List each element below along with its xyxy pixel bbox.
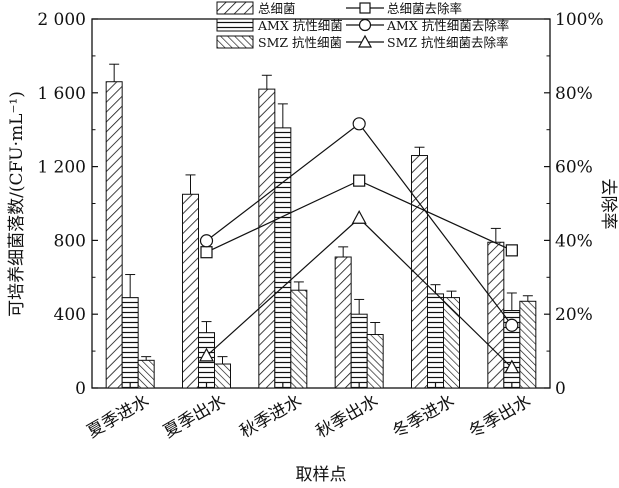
x-tick-3: 秋季出水 (313, 391, 382, 442)
y-axis-label-left: 可培养细菌落数/(CFU·mL⁻¹) (7, 91, 27, 317)
x-tick-2: 秋季进水 (236, 391, 305, 442)
error-bar-s2-c0 (141, 356, 152, 361)
error-bar-s2-c5 (522, 295, 533, 302)
bar-s1-c4 (427, 293, 444, 389)
marker-triangle-0 (198, 347, 215, 362)
y-tick-left-5: 2 000 (37, 10, 86, 30)
bars-layer (105, 63, 537, 389)
legend-swatch-total (216, 1, 254, 15)
y-tick-right-3: 60% (555, 158, 593, 178)
y-tick-left-2: 800 (54, 231, 86, 251)
error-bar-s1-c1 (201, 321, 212, 333)
marker-circle-0 (199, 234, 214, 248)
marker-circle-1 (352, 117, 366, 131)
marker-circle-2 (505, 318, 519, 332)
error-bar-s1-c2 (277, 103, 288, 128)
bar-s2-c5 (519, 300, 537, 389)
bar-s1-c0 (121, 297, 139, 389)
legend-marker-square (359, 2, 371, 14)
x-axis-label: 取样点 (296, 465, 347, 485)
y-tick-right-5: 100% (555, 10, 604, 30)
y-axis-label-right: 去除率 (598, 179, 618, 230)
y-tick-left-1: 400 (54, 305, 86, 325)
legend-label-total: 总细菌 (258, 1, 296, 16)
marker-triangle-1 (351, 210, 367, 224)
y-tick-right-2: 40% (555, 231, 593, 251)
bar-s2-c3 (366, 333, 384, 389)
marker-square-2 (505, 244, 518, 257)
bar-s0-c5 (487, 241, 505, 389)
x-tick-5: 冬季出水 (465, 391, 534, 442)
error-bar-s2-c2 (293, 281, 304, 291)
error-bar-s0-c0 (109, 63, 120, 82)
bar-s2-c4 (443, 297, 460, 389)
x-tick-0: 夏季进水 (84, 391, 153, 442)
bar-s2-c0 (137, 359, 155, 389)
error-bar-s0-c2 (261, 74, 272, 90)
error-bar-s0-c5 (490, 227, 501, 243)
marker-square-0 (200, 246, 213, 259)
lines-layer (198, 117, 520, 374)
bar-s2-c2 (290, 289, 308, 389)
error-bar-s0-c1 (185, 174, 196, 195)
legend-label-amx-removal: AMX 抗性细菌去除率 (386, 18, 509, 33)
error-bar-s0-c4 (414, 146, 425, 156)
legend-marker-circle (358, 18, 372, 32)
legend-label-amx: AMX 抗性细菌 (257, 18, 343, 33)
y-tick-right-0: 0 (555, 379, 566, 399)
bar-s0-c1 (182, 193, 199, 389)
y-tick-left-4: 1 600 (37, 84, 86, 104)
error-bar-s2-c1 (217, 356, 228, 365)
error-bar-s1-c3 (354, 298, 365, 315)
error-bar-s2-c4 (446, 290, 457, 298)
plot-frame (91, 18, 551, 389)
legend: 总细菌 AMX 抗性细菌 SMZ 抗性细菌 总细菌去除率 AMX 抗性细菌去除率… (216, 1, 509, 50)
bar-s1-c3 (350, 313, 368, 389)
y-tick-right-1: 20% (555, 305, 593, 325)
bar-s0-c3 (334, 256, 352, 389)
bar-s2-c1 (214, 363, 231, 389)
error-bar-s1-c5 (506, 292, 517, 311)
line-circle (206, 122, 513, 326)
bar-s0-c2 (258, 88, 276, 389)
legend-swatch-smz (216, 35, 254, 49)
y-tick-right-4: 80% (555, 84, 593, 104)
bar-s1-c2 (274, 127, 292, 389)
legend-marker-triangle (357, 34, 373, 48)
error-bar-s2-c3 (370, 322, 381, 335)
error-bar-s1-c0 (125, 274, 136, 298)
x-tick-4: 冬季进水 (389, 391, 458, 442)
legend-label-smz-removal: SMZ 抗性细菌去除率 (387, 35, 509, 50)
x-tick-1: 夏季出水 (160, 391, 229, 442)
marker-square-1 (353, 174, 366, 187)
error-bar-s0-c3 (338, 246, 349, 258)
bar-s0-c0 (105, 81, 123, 389)
y-tick-left-3: 1 200 (37, 158, 86, 178)
y-tick-left-0: 0 (75, 379, 86, 399)
legend-label-total-removal: 总细菌去除率 (387, 1, 462, 16)
marker-triangle-2 (504, 359, 520, 374)
legend-swatch-amx (216, 18, 254, 32)
legend-label-smz: SMZ 抗性细菌 (258, 35, 342, 50)
